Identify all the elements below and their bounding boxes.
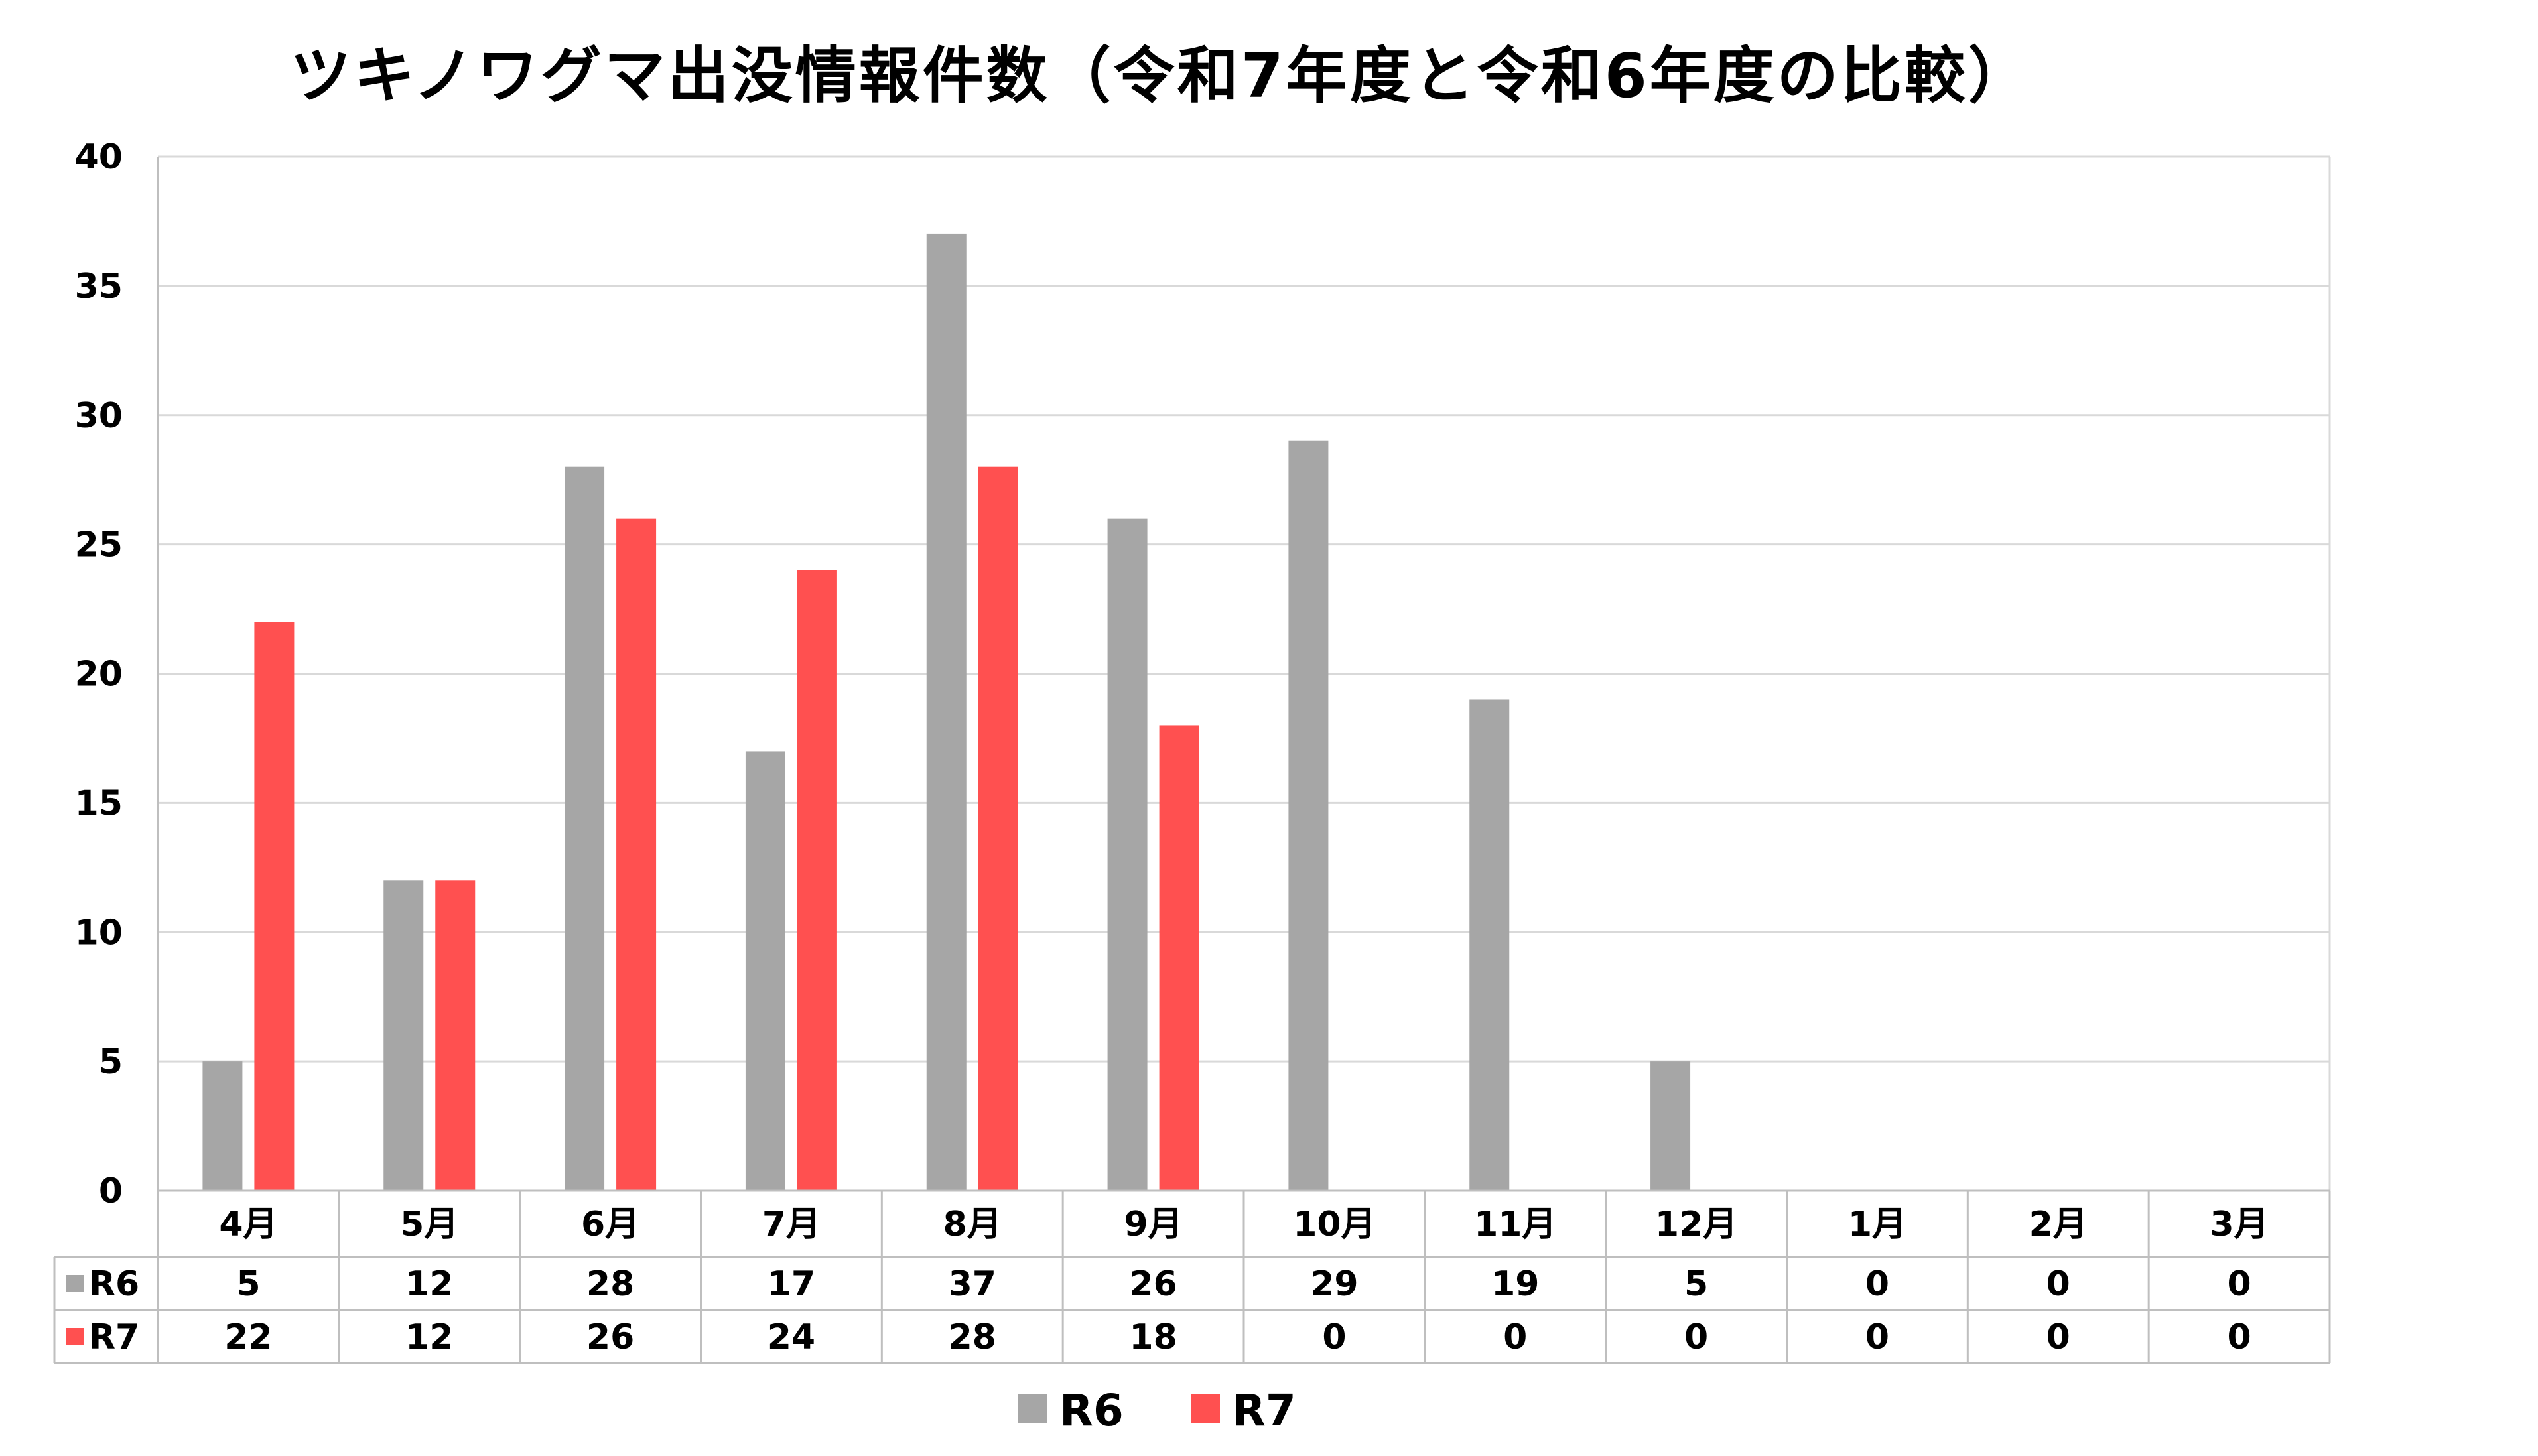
- table-cell: 12: [405, 1264, 453, 1304]
- bar-r6: [565, 466, 605, 1191]
- x-tick-label: 10月: [1293, 1205, 1375, 1244]
- chart-title: ツキノワグマ出没情報件数（令和7年度と令和6年度の比較）: [290, 40, 2032, 111]
- x-tick-label: 3月: [2210, 1205, 2268, 1244]
- data-table: 4月 5月 6月 7月 8月 9月 10月 11月 12月 1月 2月 3月 R6 5 12 28 17 37 26…: [53, 1189, 2331, 1364]
- x-tick-label: 6月: [581, 1205, 639, 1244]
- table-cell: 29: [1310, 1264, 1358, 1304]
- table-cell: 0: [2046, 1317, 2070, 1357]
- x-tick-label: 7月: [762, 1205, 821, 1244]
- table-cell: 0: [2227, 1317, 2251, 1357]
- legend: R6 R7: [1018, 1385, 1296, 1436]
- bar-r7: [978, 466, 1018, 1191]
- table-cell: 28: [586, 1264, 634, 1304]
- legend-key-r6: [1018, 1394, 1047, 1423]
- bar-r6: [202, 1061, 243, 1191]
- legend-label-r6: R6: [1059, 1385, 1124, 1436]
- table-cell: 0: [1684, 1317, 1708, 1357]
- table-cell: 37: [949, 1264, 996, 1304]
- bar-r6: [926, 233, 967, 1191]
- x-tick-label: 5月: [400, 1205, 458, 1244]
- table-series-name: R7: [89, 1317, 139, 1357]
- legend-label-r7: R7: [1232, 1385, 1296, 1436]
- x-tick-label: 2月: [2029, 1205, 2088, 1244]
- gridlines: [157, 155, 2331, 1191]
- table-cell: 28: [949, 1317, 996, 1357]
- table-cell: 0: [2227, 1264, 2251, 1304]
- y-tick-label: 0: [99, 1171, 123, 1211]
- table-cell: 12: [405, 1317, 453, 1357]
- table-cell: 0: [1322, 1317, 1346, 1357]
- bar-r6: [1288, 440, 1329, 1191]
- table-cell: 5: [236, 1264, 260, 1304]
- x-tick-label: 12月: [1655, 1205, 1737, 1244]
- x-tick-label: 4月: [219, 1205, 277, 1244]
- y-tick-label: 15: [75, 783, 123, 823]
- y-axis-ticks: 0 5 10 15 20 25 30 35 40: [75, 137, 123, 1211]
- y-tick-label: 10: [75, 913, 123, 953]
- table-legend-key-r6: [66, 1275, 84, 1292]
- table-cell: 22: [224, 1317, 272, 1357]
- bar-r7: [254, 622, 295, 1191]
- table-cell: 0: [1865, 1317, 1889, 1357]
- table-cell: 0: [2046, 1264, 2070, 1304]
- bars: [202, 233, 1691, 1191]
- table-cell: 26: [1129, 1264, 1177, 1304]
- bar-r6: [745, 751, 785, 1191]
- table-cell: 0: [1503, 1317, 1527, 1357]
- table-series-name: R6: [89, 1264, 139, 1304]
- bar-r6: [1469, 699, 1510, 1191]
- bar-r6: [383, 880, 424, 1191]
- y-tick-label: 5: [99, 1042, 123, 1082]
- bar-r6: [1107, 518, 1148, 1191]
- table-cell: 5: [1684, 1264, 1708, 1304]
- y-tick-label: 20: [75, 655, 123, 695]
- table-cell: 19: [1491, 1264, 1539, 1304]
- x-tick-label: 8月: [943, 1205, 1002, 1244]
- table-legend-key-r7: [66, 1328, 84, 1345]
- bar-r7: [797, 570, 837, 1191]
- table-cell: 24: [768, 1317, 815, 1357]
- bar-r7: [1159, 725, 1199, 1191]
- x-tick-label: 9月: [1124, 1205, 1182, 1244]
- y-tick-label: 35: [75, 267, 123, 306]
- y-tick-label: 25: [75, 525, 123, 565]
- x-tick-label: 1月: [1848, 1205, 1906, 1244]
- y-tick-label: 30: [75, 396, 123, 436]
- table-cell: 0: [1865, 1264, 1889, 1304]
- table-cell: 26: [586, 1317, 634, 1357]
- bar-r7: [435, 880, 476, 1191]
- table-cell: 18: [1129, 1317, 1177, 1357]
- table-cell: 17: [768, 1264, 815, 1304]
- bar-r7: [616, 518, 657, 1191]
- legend-key-r7: [1191, 1394, 1220, 1423]
- bar-r6: [1650, 1061, 1691, 1191]
- x-tick-label: 11月: [1474, 1205, 1556, 1244]
- y-tick-label: 40: [75, 137, 123, 177]
